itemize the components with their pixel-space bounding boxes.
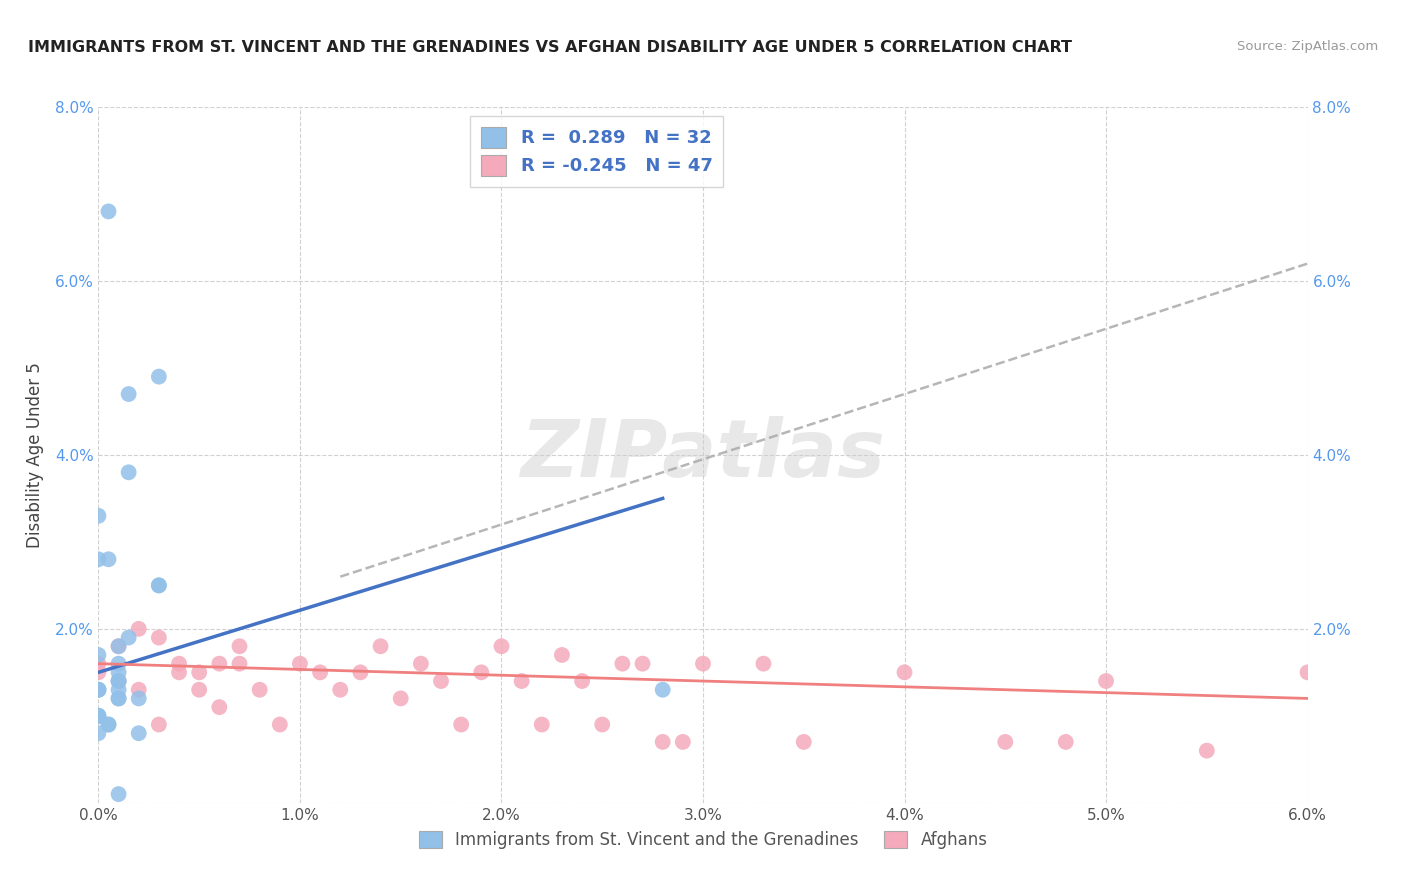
Point bbox=[430, 674, 453, 689]
Point bbox=[752, 657, 775, 671]
Point bbox=[672, 735, 695, 749]
Point bbox=[329, 682, 352, 697]
Point bbox=[87, 682, 110, 697]
Point bbox=[470, 665, 492, 680]
Point bbox=[97, 717, 120, 731]
Point bbox=[107, 691, 129, 706]
Point bbox=[87, 708, 110, 723]
Legend: Immigrants from St. Vincent and the Grenadines, Afghans: Immigrants from St. Vincent and the Gren… bbox=[411, 822, 995, 857]
Point bbox=[107, 639, 129, 653]
Point bbox=[87, 682, 110, 697]
Point bbox=[87, 665, 110, 680]
Point bbox=[107, 639, 129, 653]
Point bbox=[389, 691, 412, 706]
Point bbox=[188, 682, 211, 697]
Point bbox=[1296, 665, 1319, 680]
Point bbox=[450, 717, 472, 731]
Point bbox=[893, 665, 915, 680]
Point bbox=[510, 674, 533, 689]
Point bbox=[97, 204, 120, 219]
Point bbox=[409, 657, 432, 671]
Point bbox=[118, 387, 141, 401]
Point bbox=[269, 717, 291, 731]
Point bbox=[118, 466, 141, 480]
Point bbox=[309, 665, 332, 680]
Point bbox=[107, 682, 129, 697]
Point bbox=[87, 726, 110, 740]
Point bbox=[87, 682, 110, 697]
Point bbox=[148, 369, 170, 384]
Point bbox=[97, 552, 120, 566]
Point bbox=[612, 657, 634, 671]
Point bbox=[793, 735, 815, 749]
Point bbox=[692, 657, 714, 671]
Point bbox=[128, 682, 150, 697]
Point bbox=[87, 708, 110, 723]
Point bbox=[87, 657, 110, 671]
Point bbox=[128, 622, 150, 636]
Point bbox=[107, 657, 129, 671]
Point bbox=[87, 508, 110, 523]
Point bbox=[148, 717, 170, 731]
Point bbox=[107, 691, 129, 706]
Point bbox=[167, 657, 190, 671]
Point bbox=[1095, 674, 1118, 689]
Text: ZIPatlas: ZIPatlas bbox=[520, 416, 886, 494]
Point bbox=[148, 578, 170, 592]
Point bbox=[167, 665, 190, 680]
Point bbox=[571, 674, 593, 689]
Point bbox=[551, 648, 574, 662]
Point bbox=[188, 665, 211, 680]
Point bbox=[128, 691, 150, 706]
Point bbox=[208, 657, 231, 671]
Point bbox=[491, 639, 513, 653]
Point bbox=[1195, 744, 1218, 758]
Point bbox=[349, 665, 371, 680]
Point bbox=[87, 648, 110, 662]
Point bbox=[651, 682, 673, 697]
Point bbox=[97, 717, 120, 731]
Point bbox=[148, 631, 170, 645]
Point bbox=[107, 674, 129, 689]
Point bbox=[249, 682, 271, 697]
Point bbox=[651, 735, 673, 749]
Point bbox=[370, 639, 392, 653]
Point bbox=[228, 639, 250, 653]
Point bbox=[118, 631, 141, 645]
Point bbox=[591, 717, 613, 731]
Point bbox=[148, 578, 170, 592]
Point bbox=[107, 665, 129, 680]
Point bbox=[208, 700, 231, 714]
Point bbox=[228, 657, 250, 671]
Text: Source: ZipAtlas.com: Source: ZipAtlas.com bbox=[1237, 40, 1378, 54]
Point bbox=[530, 717, 553, 731]
Text: IMMIGRANTS FROM ST. VINCENT AND THE GRENADINES VS AFGHAN DISABILITY AGE UNDER 5 : IMMIGRANTS FROM ST. VINCENT AND THE GREN… bbox=[28, 40, 1073, 55]
Point bbox=[994, 735, 1017, 749]
Point bbox=[128, 726, 150, 740]
Point bbox=[288, 657, 311, 671]
Point bbox=[1054, 735, 1077, 749]
Point bbox=[107, 674, 129, 689]
Point bbox=[107, 787, 129, 801]
Y-axis label: Disability Age Under 5: Disability Age Under 5 bbox=[25, 362, 44, 548]
Point bbox=[631, 657, 654, 671]
Point bbox=[87, 708, 110, 723]
Point bbox=[87, 552, 110, 566]
Point bbox=[107, 674, 129, 689]
